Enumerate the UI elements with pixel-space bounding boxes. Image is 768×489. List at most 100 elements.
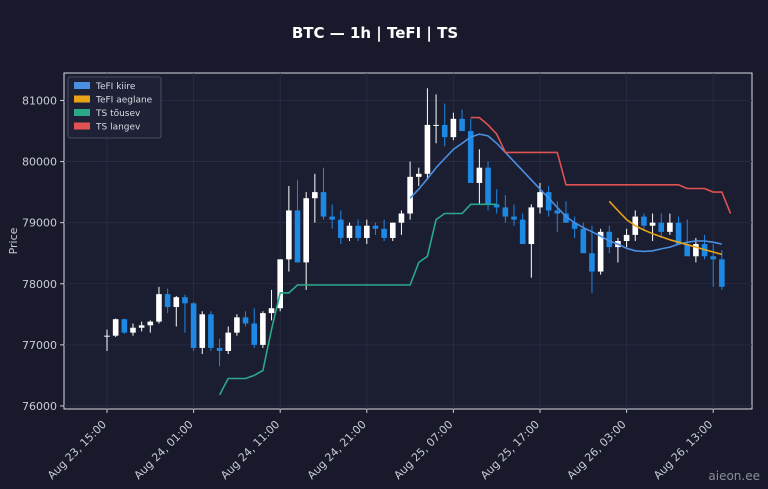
candle-up: [147, 321, 154, 326]
y-axis-ticks: 76000 77000 78000 79000 80000 81000: [22, 94, 64, 413]
series-line-tefi-aeglane: [608, 200, 723, 256]
candle-down: [182, 297, 188, 304]
candle-up: [476, 167, 483, 183]
y-tick-label: 79000: [22, 217, 57, 230]
y-tick-label: 76000: [22, 400, 57, 413]
candle-down: [338, 219, 344, 238]
legend-swatch: [74, 95, 90, 103]
candle-up: [667, 222, 673, 232]
x-tick-label: Aug 26, 13:00: [651, 418, 715, 482]
candle-down: [441, 124, 448, 138]
candle-up: [364, 225, 370, 238]
candle-down: [519, 219, 526, 245]
y-axis-label: Price: [7, 227, 20, 254]
candle-up: [537, 192, 543, 208]
candle-down: [164, 294, 171, 307]
candle-down: [502, 207, 509, 217]
candle-up: [104, 335, 110, 337]
candle-up: [312, 192, 318, 199]
legend-swatch: [74, 82, 90, 89]
legend-label: TeFI aeglane: [95, 96, 153, 106]
candle-down: [467, 131, 474, 183]
candle-down: [589, 253, 595, 272]
chart-title: BTC — 1h | TeFI | TS: [292, 24, 458, 43]
plot-area: [63, 72, 753, 410]
candle-up: [346, 225, 353, 238]
candle-down: [320, 192, 327, 217]
candle-up: [286, 210, 292, 260]
candle-up: [173, 297, 180, 307]
legend-swatch: [74, 122, 90, 130]
candle-down: [545, 192, 552, 211]
y-tick-label: 77000: [22, 339, 57, 352]
x-axis-ticks: Aug 23, 15:00 Aug 24, 01:00 Aug 24, 11:00 A…: [45, 409, 715, 482]
candle-up: [398, 213, 405, 223]
candle-down: [121, 319, 128, 333]
y-tick-label: 80000: [22, 156, 57, 169]
x-tick-label: Aug 24, 01:00: [132, 418, 196, 482]
x-tick-label: Aug 24, 11:00: [218, 418, 282, 482]
candle-up: [277, 259, 283, 309]
legend-label: TeFI kiire: [95, 82, 136, 92]
legend-swatch: [74, 109, 90, 116]
candle-down: [658, 222, 665, 232]
candle-down: [208, 314, 214, 348]
y-tick-label: 81000: [22, 94, 57, 107]
candle-down: [710, 256, 716, 260]
candle-up: [649, 222, 656, 226]
candle-up: [156, 294, 162, 322]
candle-down: [190, 303, 197, 348]
candle-down: [355, 225, 361, 238]
candle-down: [372, 225, 379, 229]
x-tick-label: Aug 25, 17:00: [478, 418, 542, 482]
candle-up: [433, 124, 439, 126]
candle-down: [641, 216, 647, 226]
candle-up: [234, 317, 240, 333]
series-line-ts-langev: [470, 116, 732, 214]
series-line-ts-tõusev: [218, 203, 497, 396]
candle-up: [260, 313, 266, 345]
candle-down: [563, 213, 569, 223]
candle-up: [138, 325, 145, 328]
candle-down: [511, 216, 517, 220]
legend-label: TS langev: [95, 123, 141, 133]
legend-label: TS tõusev: [95, 109, 141, 119]
candle-down: [606, 231, 613, 248]
x-tick-label: Aug 25, 07:00: [391, 418, 455, 482]
x-tick-label: Aug 24, 21:00: [305, 418, 369, 482]
candle-down: [216, 347, 223, 351]
candle-up: [130, 327, 136, 333]
candle-up: [528, 207, 535, 245]
legend: TeFI kiire TeFI aeglane TS tõusev TS langev: [67, 76, 162, 139]
candle-up: [693, 244, 699, 257]
candle-down: [485, 167, 491, 205]
candle-down: [554, 210, 561, 214]
series-line-tefi-kiire: [409, 133, 723, 253]
candle-up: [303, 198, 309, 263]
candle-up: [597, 231, 604, 272]
candle-down: [459, 118, 465, 132]
candle-down: [571, 222, 578, 229]
watermark: aieon.ee: [708, 469, 760, 483]
x-tick-label: Aug 26, 03:00: [565, 418, 629, 482]
candle-down: [684, 244, 691, 257]
candle-down: [242, 317, 249, 324]
candle-down: [493, 204, 500, 208]
candle-down: [251, 323, 258, 345]
candle-down: [381, 228, 387, 238]
candle-up: [623, 234, 630, 241]
candle-down: [675, 222, 682, 245]
candle-up: [424, 124, 431, 174]
candle-up: [407, 176, 413, 214]
candle-down: [294, 210, 301, 263]
candles: [104, 88, 725, 367]
candle-up: [450, 118, 457, 138]
candle-down: [719, 259, 725, 287]
candle-up: [415, 173, 422, 177]
candle-up: [225, 332, 232, 351]
x-tick-label: Aug 23, 15:00: [45, 418, 109, 482]
y-tick-label: 78000: [22, 278, 57, 291]
indicator-lines: [218, 116, 732, 396]
candle-down: [329, 216, 335, 220]
